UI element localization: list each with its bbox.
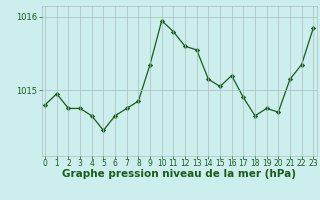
X-axis label: Graphe pression niveau de la mer (hPa): Graphe pression niveau de la mer (hPa): [62, 169, 296, 179]
